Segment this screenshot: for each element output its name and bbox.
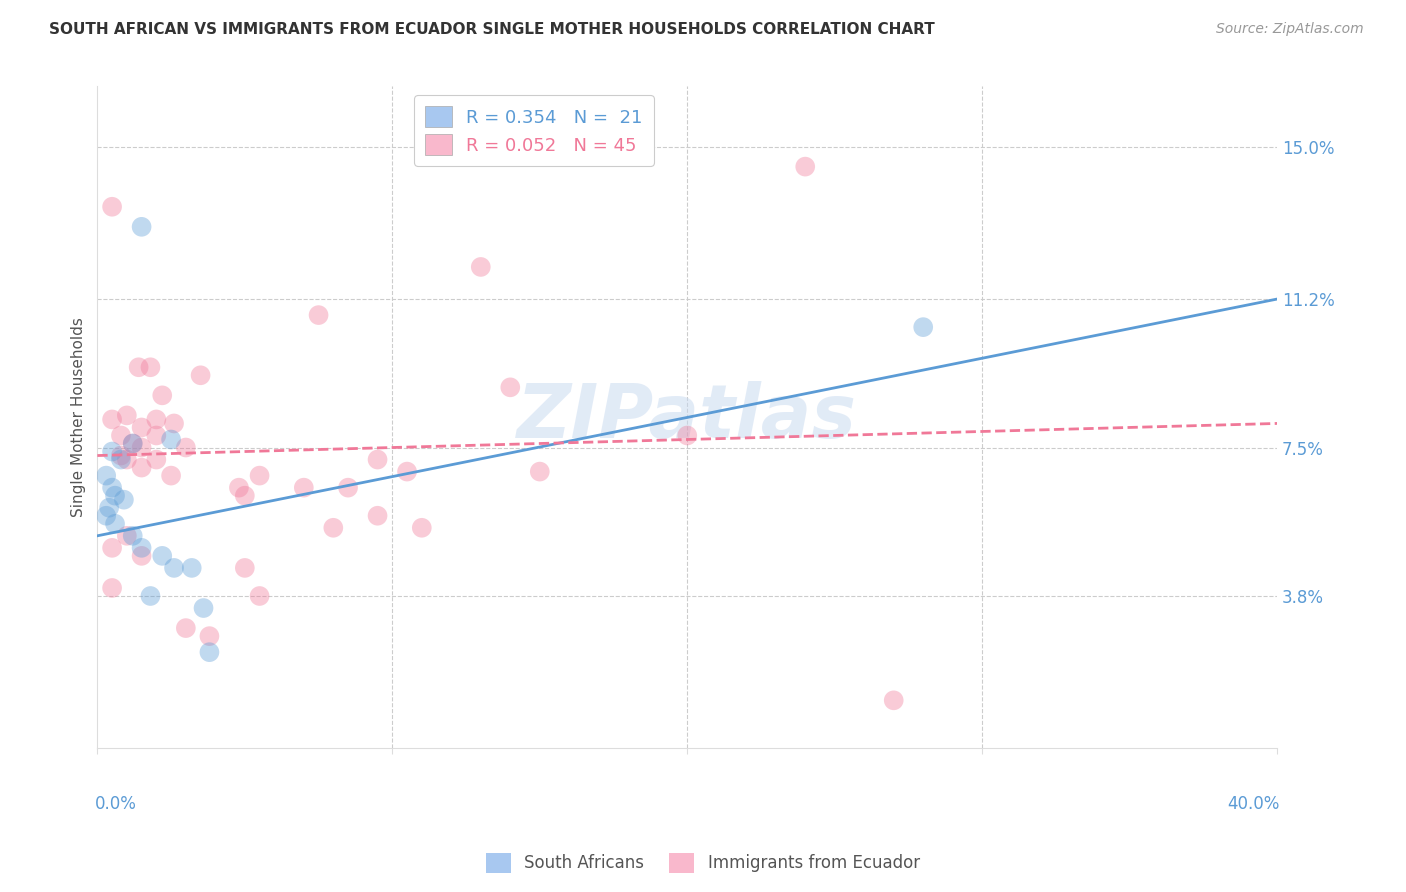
Point [145,412,167,426]
Point [110,428,132,442]
Point [121,529,143,543]
Point [131,441,153,455]
Point [101,481,124,495]
Point [101,412,124,426]
Point [174,441,197,455]
Point [912,320,935,334]
Point [160,433,183,447]
Point [98,500,121,515]
Point [292,481,315,495]
Point [529,465,551,479]
Text: 0.0%: 0.0% [96,795,136,813]
Point [367,452,389,467]
Point [96,508,118,523]
Point [115,452,138,467]
Point [470,260,492,274]
Point [308,308,330,322]
Point [101,200,124,214]
Point [96,468,118,483]
Point [104,489,127,503]
Point [131,549,153,563]
Point [163,417,186,431]
Point [411,521,433,535]
Point [198,629,221,643]
Point [367,508,389,523]
Point [101,581,124,595]
Point [131,460,153,475]
Point [131,420,153,434]
Point [228,481,250,495]
Point [131,541,153,555]
Point [233,561,256,575]
Point [131,219,153,234]
Point [112,492,135,507]
Point [128,360,150,375]
Point [115,529,138,543]
Point [249,589,271,603]
Legend: R = 0.354   N =  21, R = 0.052   N = 45: R = 0.354 N = 21, R = 0.052 N = 45 [415,95,654,166]
Point [174,621,197,635]
Point [499,380,522,394]
Point [121,436,143,450]
Point [883,693,905,707]
Point [233,489,256,503]
Y-axis label: Single Mother Households: Single Mother Households [72,318,86,517]
Point [150,549,173,563]
Point [190,368,212,383]
Point [115,409,138,423]
Point [139,360,162,375]
Point [322,521,344,535]
Point [145,428,167,442]
Point [101,444,124,458]
Point [676,428,699,442]
Point [180,561,202,575]
Point [337,481,360,495]
Point [794,160,817,174]
Legend: South Africans, Immigrants from Ecuador: South Africans, Immigrants from Ecuador [479,847,927,880]
Point [198,645,221,659]
Point [110,452,132,467]
Point [104,516,127,531]
Point [110,449,132,463]
Point [193,601,215,615]
Point [150,388,173,402]
Point [121,436,143,450]
Text: ZIPatlas: ZIPatlas [517,381,858,454]
Point [139,589,162,603]
Text: 40.0%: 40.0% [1227,795,1279,813]
Point [249,468,271,483]
Point [396,465,419,479]
Point [160,468,183,483]
Point [145,452,167,467]
Point [101,541,124,555]
Text: Source: ZipAtlas.com: Source: ZipAtlas.com [1216,22,1364,37]
Text: SOUTH AFRICAN VS IMMIGRANTS FROM ECUADOR SINGLE MOTHER HOUSEHOLDS CORRELATION CH: SOUTH AFRICAN VS IMMIGRANTS FROM ECUADOR… [49,22,935,37]
Point [163,561,186,575]
